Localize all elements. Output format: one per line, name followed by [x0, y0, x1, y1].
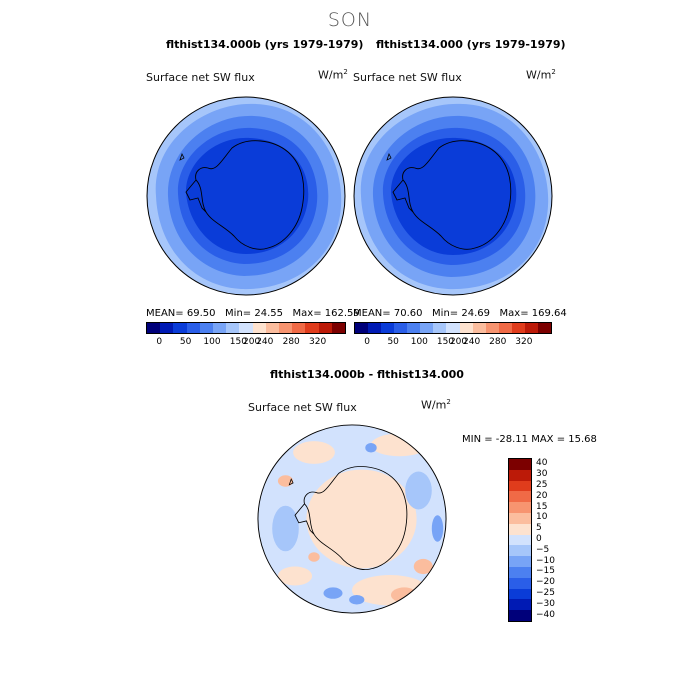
colorbar-swatch: [472, 323, 486, 333]
colorbar-tick-label: 5: [536, 523, 542, 534]
colorbar-tick-label: −15: [536, 566, 555, 577]
colorbar-swatch: [186, 323, 200, 333]
colorbar-tick-label: −10: [536, 555, 555, 566]
colorbar-tick-label: −20: [536, 577, 555, 588]
colorbar-swatch: [509, 480, 531, 492]
colorbar-tick-label: 150: [436, 337, 455, 347]
map-left: [146, 96, 346, 296]
colorbar-tick-label: 0: [156, 337, 163, 347]
colorbar-swatch: [509, 459, 531, 470]
colorbar-swatch: [147, 323, 161, 333]
colorbar-swatch: [537, 323, 551, 333]
colorbar-swatch: [265, 323, 280, 333]
colorbar-swatch: [252, 323, 266, 333]
colorbar-swatch: [318, 323, 332, 333]
stats-right: MEAN= 70.60 Min= 24.69 Max= 169.64: [353, 308, 567, 319]
colorbar-tick-label: 150: [229, 337, 247, 347]
colorbar-tick-label: 100: [203, 337, 221, 347]
colorbar-swatch: [509, 610, 531, 621]
variable-label-left: Surface net SW flux: [146, 71, 255, 84]
colorbar-swatch: [509, 502, 531, 513]
colorbar-tick-label: 320: [515, 337, 533, 347]
colorbar-swatch: [509, 491, 531, 503]
colorbar-left: [146, 322, 346, 334]
colorbar-swatch: [509, 469, 531, 481]
colorbar-tick-label: 0: [536, 534, 542, 544]
colorbar-swatch: [498, 323, 512, 333]
colorbar-tick-label: 240: [463, 337, 481, 347]
stats-left: MEAN= 69.50 Min= 24.55 Max= 162.59: [146, 308, 360, 319]
colorbar-swatch: [381, 323, 395, 333]
diff-panel-title: flthist134.000b - flthist134.000: [270, 368, 464, 381]
colorbar-swatch: [509, 534, 531, 546]
colorbar-tick-label: 50: [387, 337, 399, 347]
panel-title-left: flthist134.000b (yrs 1979-1979): [166, 38, 364, 51]
colorbar-swatch: [226, 323, 240, 333]
colorbar-swatch: [509, 566, 531, 578]
colorbar-swatch: [509, 545, 531, 557]
colorbar-ticks-left: 0 50 100 150 200 240 280 320: [146, 337, 344, 349]
colorbar-tick-label: 320: [309, 337, 327, 347]
diff-minmax: MIN = -28.11 MAX = 15.68: [462, 434, 597, 445]
colorbar-swatch: [524, 323, 538, 333]
colorbar-tick-label: −40: [536, 609, 555, 620]
colorbar-swatch: [509, 577, 531, 589]
colorbar-swatch: [511, 323, 525, 333]
colorbar-swatch: [509, 556, 531, 567]
panel-title-right: flthist134.000 (yrs 1979-1979): [376, 38, 566, 51]
colorbar-swatch: [407, 323, 421, 333]
colorbar-right: [354, 322, 552, 334]
colorbar-tick-label: 100: [410, 337, 428, 347]
colorbar-tick-label: 200: [243, 337, 261, 347]
colorbar-swatch: [199, 323, 214, 333]
diff-colorbar-labels: 40 30 25 20 15 10 5 0 −5 −10 −15 −20 −25 −30 −40: [536, 458, 576, 620]
colorbar-tick-label: 25: [536, 480, 548, 490]
colorbar-swatch: [292, 323, 306, 333]
colorbar-swatch: [368, 323, 382, 333]
colorbar-swatch: [355, 323, 369, 333]
colorbar-tick-label: 240: [256, 337, 274, 347]
colorbar-swatch: [279, 323, 293, 333]
colorbar-swatch: [485, 323, 499, 333]
colorbar-swatch: [394, 323, 408, 333]
map-right: [353, 96, 553, 296]
colorbar-tick-label: 20: [536, 490, 548, 501]
colorbar-tick-label: 15: [536, 501, 548, 512]
colorbar-tick-label: 200: [449, 337, 468, 347]
colorbar-swatch: [213, 323, 227, 333]
colorbar-tick-label: −5: [536, 544, 550, 555]
variable-label-right: Surface net SW flux: [353, 71, 462, 84]
colorbar-swatch: [459, 323, 473, 333]
units-label-right: W/m2: [526, 68, 556, 82]
colorbar-tick-label: 280: [489, 337, 507, 347]
colorbar-tick-label: 0: [364, 337, 370, 347]
colorbar-tick-label: −30: [536, 598, 555, 609]
colorbar-tick-label: 280: [282, 337, 300, 347]
colorbar-tick-label: 50: [179, 337, 192, 347]
colorbar-swatch: [509, 512, 531, 524]
colorbar-tick-label: 10: [536, 512, 548, 523]
map-difference: [257, 424, 447, 614]
colorbar-tick-label: 30: [536, 469, 548, 480]
colorbar-swatch: [173, 323, 187, 333]
colorbar-swatch: [446, 323, 460, 333]
units-label-left: W/m2: [318, 68, 348, 82]
colorbar-swatch: [420, 323, 434, 333]
diff-variable-label: Surface net SW flux: [248, 401, 357, 414]
diff-colorbar: [508, 458, 532, 622]
colorbar-tick-label: 40: [536, 458, 548, 469]
colorbar-swatch: [305, 323, 319, 333]
diff-units-label: W/m2: [421, 398, 451, 412]
colorbar-tick-label: −25: [536, 588, 555, 598]
colorbar-swatch: [239, 323, 253, 333]
figure-title: SON: [327, 9, 373, 31]
colorbar-swatch: [509, 588, 531, 600]
colorbar-swatch: [509, 599, 531, 611]
colorbar-swatch: [331, 323, 346, 333]
colorbar-swatch: [160, 323, 174, 333]
colorbar-swatch: [509, 523, 531, 535]
colorbar-ticks-right: 0 50 100 150 200 240 280 320: [354, 337, 550, 349]
colorbar-swatch: [433, 323, 447, 333]
